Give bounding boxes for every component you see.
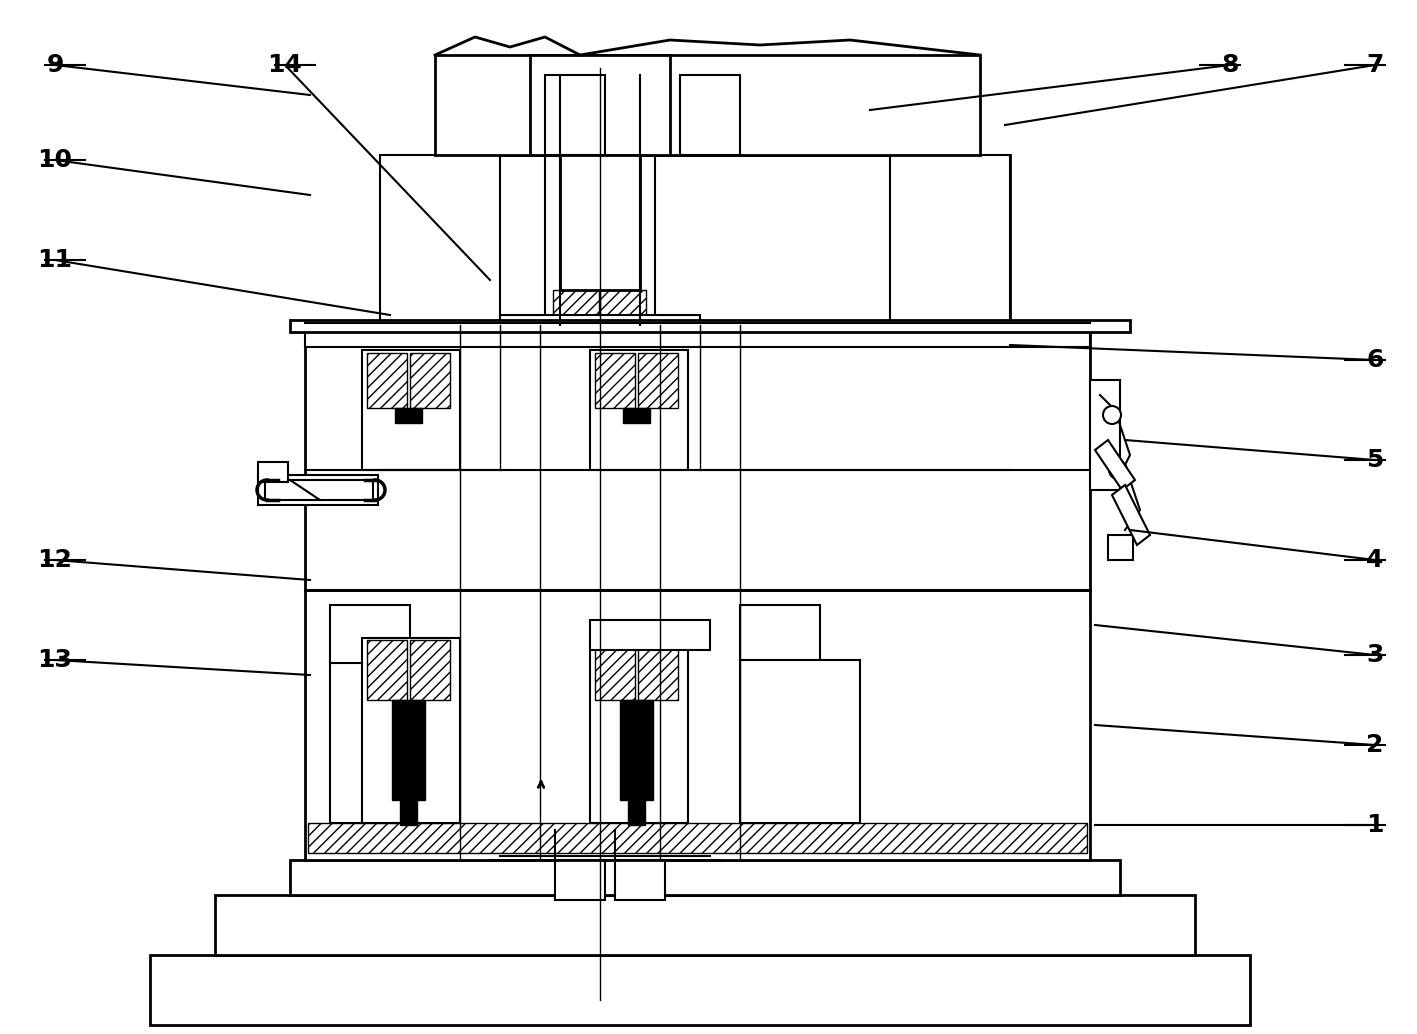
Bar <box>380 155 500 325</box>
Bar <box>599 290 646 325</box>
Bar <box>638 353 677 408</box>
Bar <box>546 75 605 155</box>
Polygon shape <box>1112 485 1151 545</box>
Text: 5: 5 <box>1366 448 1383 472</box>
Bar <box>546 155 655 325</box>
Bar <box>553 290 599 325</box>
Bar <box>1090 381 1119 490</box>
Bar <box>589 620 710 650</box>
Bar <box>265 480 373 500</box>
Text: 6: 6 <box>1366 348 1383 372</box>
Bar <box>400 800 417 825</box>
Bar <box>638 640 677 700</box>
Bar <box>307 823 1087 853</box>
Bar <box>890 155 1010 325</box>
Circle shape <box>1102 406 1121 424</box>
Text: 14: 14 <box>268 53 302 77</box>
Bar <box>380 155 1010 325</box>
Bar <box>589 349 689 470</box>
Text: 7: 7 <box>1366 53 1383 77</box>
Bar <box>290 320 1129 332</box>
Bar <box>621 700 653 800</box>
Text: 12: 12 <box>38 548 72 572</box>
Bar <box>150 955 1250 1025</box>
Bar <box>258 462 288 482</box>
Bar <box>589 638 689 823</box>
Bar <box>1108 535 1134 560</box>
Bar <box>410 640 451 700</box>
Bar <box>367 353 407 408</box>
Bar <box>555 830 605 900</box>
Bar <box>435 55 981 155</box>
Bar <box>361 638 461 823</box>
Bar <box>623 408 650 423</box>
Bar <box>615 830 665 900</box>
Bar <box>305 325 1090 347</box>
Bar <box>500 315 700 325</box>
Bar <box>628 800 645 825</box>
Bar <box>393 700 425 800</box>
Text: 10: 10 <box>37 148 72 172</box>
Circle shape <box>1110 461 1127 479</box>
Bar <box>361 349 461 470</box>
Bar <box>740 660 860 823</box>
Bar <box>330 605 410 663</box>
Text: 9: 9 <box>47 53 64 77</box>
Text: 8: 8 <box>1221 53 1238 77</box>
Bar <box>330 660 451 823</box>
Bar <box>618 833 662 858</box>
Text: 3: 3 <box>1366 643 1383 667</box>
Bar <box>305 325 1090 590</box>
Bar <box>305 590 1090 860</box>
Bar <box>595 640 635 700</box>
Bar <box>367 640 407 700</box>
Text: 13: 13 <box>38 648 72 672</box>
Text: 4: 4 <box>1366 548 1383 572</box>
Text: 1: 1 <box>1366 813 1384 837</box>
Bar <box>530 55 670 155</box>
Bar <box>595 353 635 408</box>
Bar <box>395 408 422 423</box>
Bar <box>410 353 451 408</box>
Bar <box>290 860 1119 895</box>
Bar <box>215 895 1195 955</box>
Polygon shape <box>1095 440 1135 490</box>
Bar <box>560 155 640 290</box>
Bar <box>258 475 378 505</box>
Text: 2: 2 <box>1366 733 1383 757</box>
Bar <box>680 75 740 155</box>
Bar <box>558 833 602 858</box>
Text: 11: 11 <box>37 248 72 272</box>
Bar <box>740 605 820 663</box>
